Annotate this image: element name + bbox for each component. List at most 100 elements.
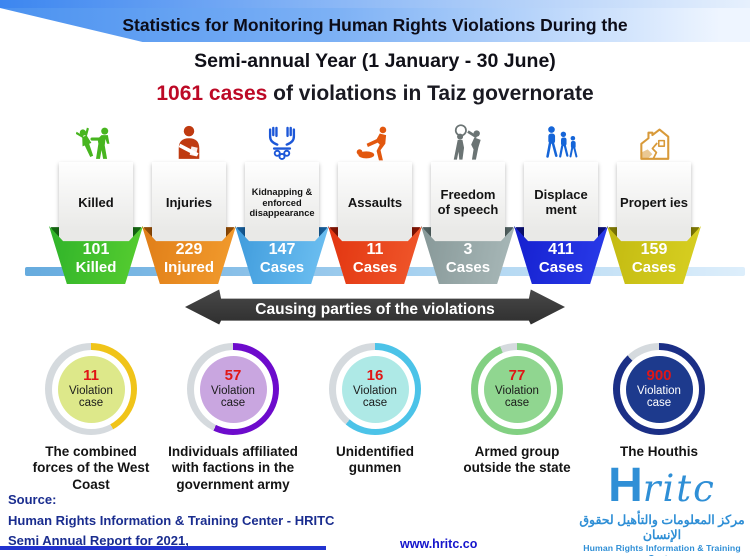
party-the-houthis: 900 Violation case The Houthis [590,343,728,493]
party-name: The Houthis [620,444,698,459]
category-unit: Cases [631,259,677,277]
party-count: 900 [646,367,672,385]
categories-row: Killed 101 Killed Injuries 229 Injured [0,122,750,284]
category-card: Displace ment [524,162,598,244]
category-bucket: 147 Cases [235,226,329,284]
category-card: Kidnapping & enforced disappearance [245,162,319,244]
category-card: Assaults [338,162,412,244]
party-donut-ring: 11 Violation case [45,343,137,435]
party-count: 11 [83,367,99,385]
party-armed-group-outside-the-state: 77 Violation case Armed group outside th… [448,343,586,493]
source-label: Source: [8,492,57,507]
category-count: 101 [82,241,110,258]
killed-icon [76,122,116,162]
causing-parties-arrow-banner: Causing parties of the violations [185,289,565,325]
party-donut-center: 16 Violation case [341,355,409,423]
causing-parties-row: 11 Violation case The combined forces of… [0,343,750,493]
party-case-label: Violation case [495,384,539,410]
party-donut-center: 900 Violation case [625,355,693,423]
category-card: Injuries [152,162,226,244]
party-case-label: Violation case [211,384,255,410]
website-link[interactable]: www.hritc.co [400,537,478,551]
party-name: The combined forces of the West Coast [32,444,150,492]
category-count: 11 [366,241,384,258]
category-freedom-of-speech: Freedom of speech 3 Cases [421,122,515,284]
category-unit: Cases [352,259,398,277]
category-injuries: Injuries 229 Injured [142,122,236,284]
total-cases-line: 1061 cases of violations in Taiz governo… [0,82,750,106]
source-report: Semi Annual Report for 2021, [8,533,189,549]
total-cases-highlight: 1061 cases [156,82,268,105]
party-donut-center: 11 Violation case [57,355,125,423]
category-label: Killed [78,194,114,210]
category-count: 229 [175,241,203,258]
category-propert-ies: Propert ies 159 Cases [607,122,701,284]
category-unit: Cases [259,259,305,277]
source-block: Source: Human Rights Information & Train… [8,490,334,552]
party-count: 16 [366,367,384,385]
party-name: Armed group outside the state [463,444,571,476]
category-unit: Killed [75,259,117,277]
violation-categories-section: Killed 101 Killed Injuries 229 Injured [0,122,750,284]
category-killed: Killed 101 Killed [49,122,143,284]
party-donut-ring: 900 Violation case [613,343,705,435]
category-card: Freedom of speech [431,162,505,244]
category-label: Displace ment [534,187,588,217]
party-donut-ring: 57 Violation case [187,343,279,435]
category-label: Kidnapping & enforced disappearance [249,187,315,219]
category-assaults: Assaults 11 Cases [328,122,422,284]
category-unit: Cases [445,259,491,277]
logo-h-letter: H [608,459,643,512]
properties-icon [634,122,674,162]
party-case-label: Violation case [353,384,397,410]
party-name: Individuals affiliated with factions in … [168,444,298,492]
category-bucket: 11 Cases [328,226,422,284]
hritc-logo-wordmark: Hritc [578,462,746,510]
page-subtitle: Semi-annual Year (1 January - 30 June) [194,50,556,72]
category-label: Propert ies [620,194,688,210]
displacement-icon [541,122,581,162]
party-donut-center: 77 Violation case [483,355,551,423]
header-banner: Statistics for Monitoring Human Rights V… [0,8,750,42]
category-bucket: 229 Injured [142,226,236,284]
source-org: Human Rights Information & Training Cent… [8,512,335,528]
category-bucket: 159 Cases [607,226,701,284]
category-bucket: 3 Cases [421,226,515,284]
party-case-label: Violation case [637,384,681,410]
logo-english-name: Human Rights Information & Training Cent… [583,543,741,556]
party-unidentified-gunmen: 16 Violation case Unidentified gunmen [306,343,444,493]
page-title: Statistics for Monitoring Human Rights V… [122,15,628,35]
kidnapping-icon [262,122,302,162]
category-card: Propert ies [617,162,691,244]
category-unit: Cases [538,259,584,277]
party-donut-center: 57 Violation case [199,355,267,423]
category-label: Freedom of speech [437,187,499,217]
hritc-logo: Hritc مركز المعلومات والتأهيل لحقوق الإن… [578,462,746,556]
total-cases-rest: of violations in Taiz governorate [267,82,594,105]
source-underline [0,546,326,550]
category-bucket: 101 Killed [49,226,143,284]
party-count: 57 [224,367,242,385]
category-count: 411 [548,241,574,258]
category-count: 147 [268,241,296,258]
freedom-of-speech-icon [448,122,488,162]
category-kidnapping-enforced-disappearance: Kidnapping & enforced disappearance 147 … [235,122,329,284]
category-bucket: 411 Cases [514,226,608,284]
party-the-combined-forces-of-the-west-coast: 11 Violation case The combined forces of… [22,343,160,493]
category-count: 3 [463,241,473,258]
category-label: Injuries [165,194,213,210]
category-card: Killed [59,162,133,244]
injuries-icon [169,122,209,162]
assaults-icon [355,122,395,162]
party-name: Unidentified gunmen [336,444,414,476]
category-label: Assaults [347,194,403,210]
category-unit: Injured [163,259,214,277]
category-displace-ment: Displace ment 411 Cases [514,122,608,284]
logo-ritc-script: ritc [642,467,716,510]
logo-arabic-name: مركز المعلومات والتأهيل لحقوق الإنسان [579,513,745,542]
category-count: 159 [640,241,668,258]
party-count: 77 [508,367,526,385]
party-case-label: Violation case [69,384,113,410]
header-top-strip [0,0,750,8]
